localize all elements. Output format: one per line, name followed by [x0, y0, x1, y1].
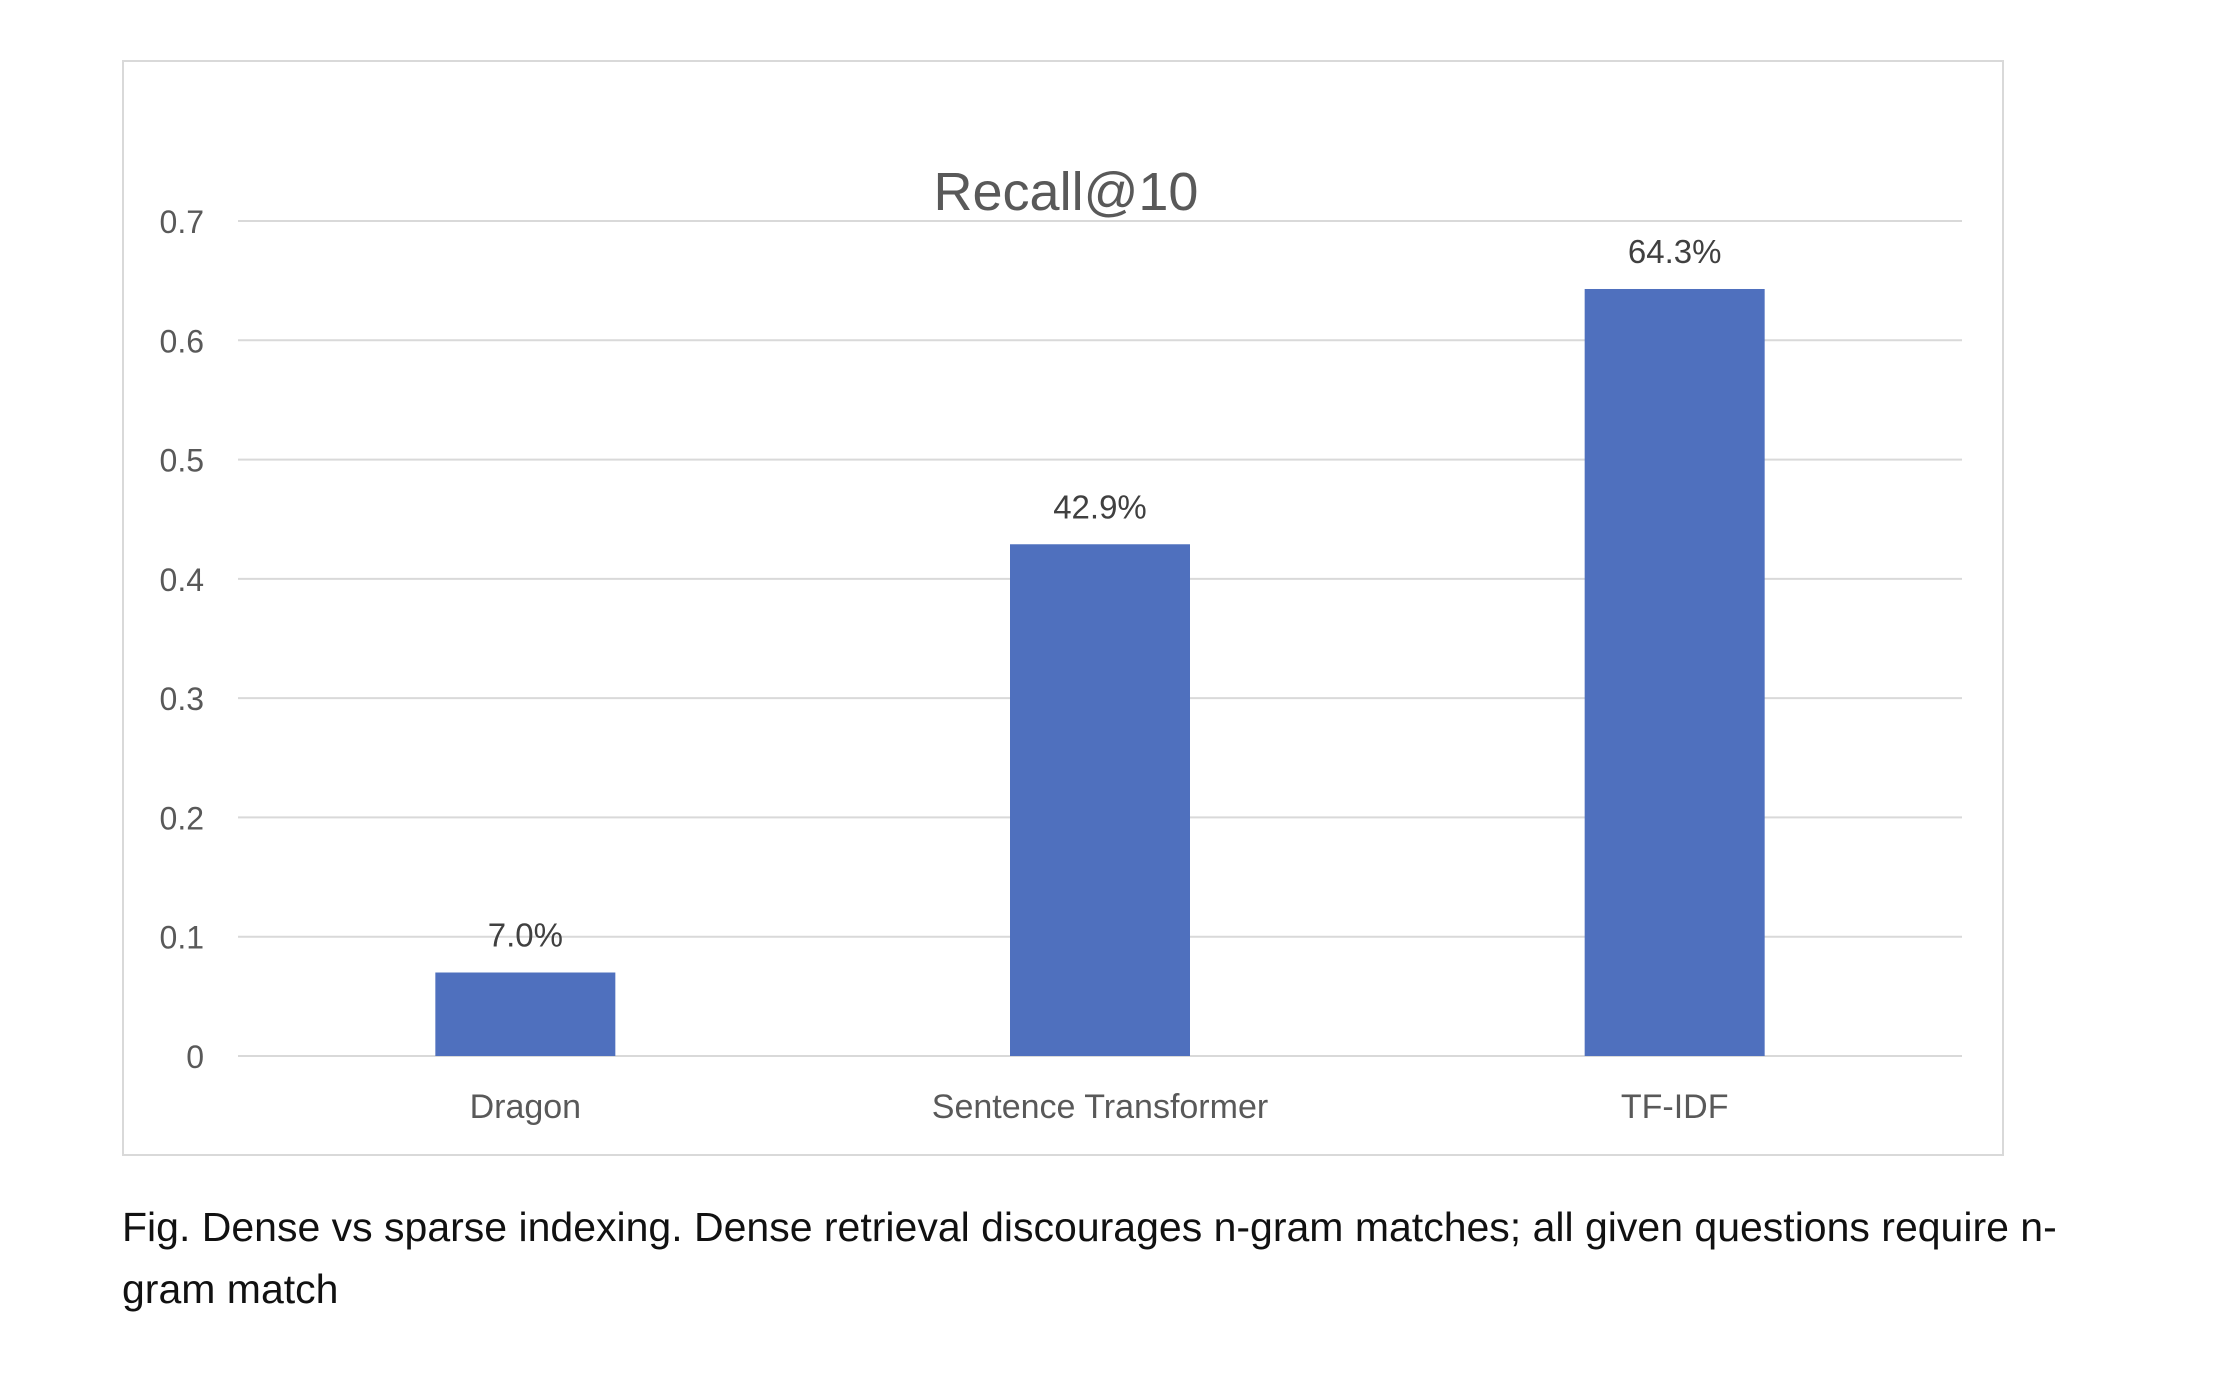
x-tick-label: Dragon [470, 1088, 582, 1126]
y-tick-label: 0 [186, 1039, 204, 1075]
y-tick-label: 0.2 [160, 800, 204, 836]
chart-area: Recall@10 0 0.1 0.2 0.3 0.4 0.5 0.6 0.7 7.0% 42.… [122, 60, 2004, 1156]
y-tick-label: 0.6 [160, 323, 204, 359]
bar [435, 972, 616, 1056]
x-tick-label: Sentence Transformer [932, 1088, 1268, 1126]
y-tick-label: 0.7 [160, 204, 204, 240]
chart-title: Recall@10 [934, 162, 1199, 222]
y-tick-label: 0.3 [160, 681, 204, 717]
data-label: 64.3% [1628, 233, 1722, 270]
x-axis-tick-labels: Dragon Sentence Transformer TF-IDF [470, 1088, 1729, 1126]
figure-caption: Fig. Dense vs sparse indexing. Dense ret… [122, 1204, 2057, 1312]
data-label: 7.0% [488, 917, 563, 954]
y-axis-tick-labels: 0 0.1 0.2 0.3 0.4 0.5 0.6 0.7 [160, 204, 204, 1075]
bar-chart: Recall@10 0 0.1 0.2 0.3 0.4 0.5 0.6 0.7 7.0% 42.… [160, 162, 1962, 1126]
y-tick-label: 0.4 [160, 562, 204, 598]
bar [1584, 288, 1765, 1056]
data-labels: 7.0% 42.9% 64.3% [488, 233, 1722, 954]
bar [1010, 544, 1190, 1056]
x-tick-label: TF-IDF [1621, 1088, 1729, 1126]
bars [435, 288, 1765, 1056]
y-tick-label: 0.1 [160, 920, 204, 956]
y-tick-label: 0.5 [160, 443, 204, 479]
data-label: 42.9% [1053, 488, 1147, 525]
